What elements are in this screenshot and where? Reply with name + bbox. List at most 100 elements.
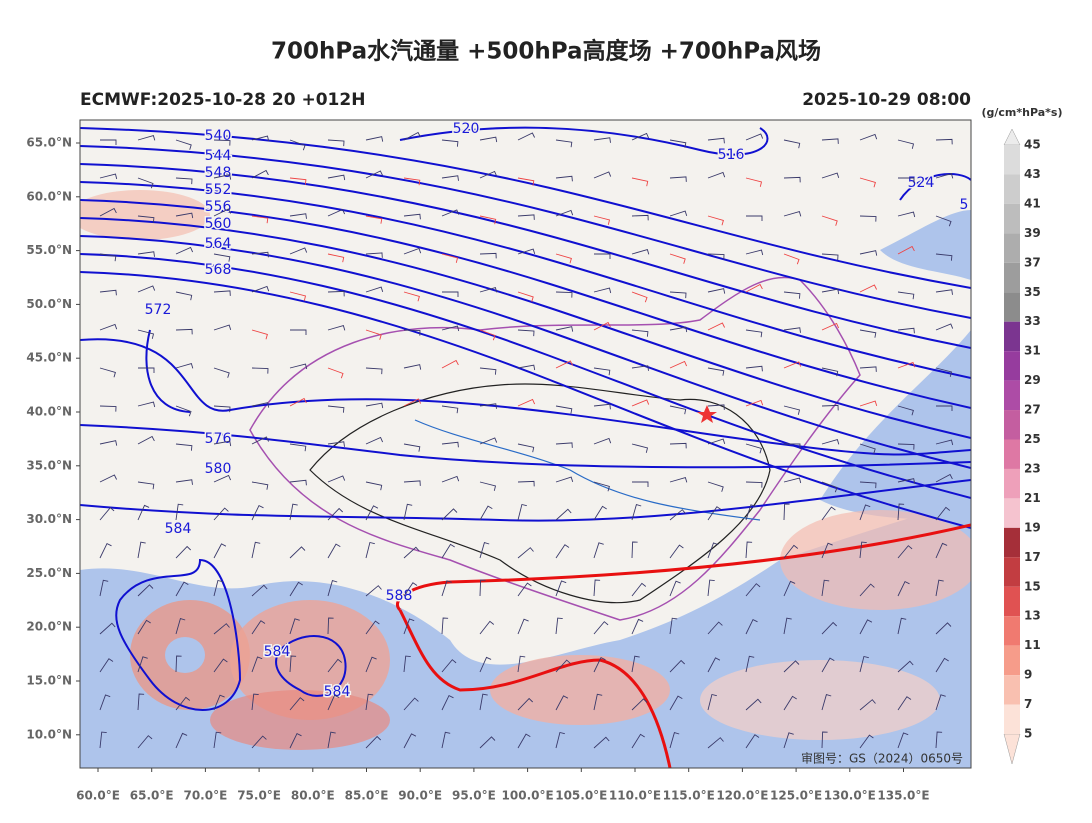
wind-barb xyxy=(251,329,268,340)
colorbar-cell xyxy=(1004,233,1020,263)
wind-barb xyxy=(441,325,460,332)
wind-barb xyxy=(821,694,832,711)
wind-barb xyxy=(213,324,232,331)
contour-label: 552 xyxy=(205,182,232,198)
wind-barb xyxy=(631,291,648,303)
colorbar-end xyxy=(1003,733,1021,765)
colorbar-cell xyxy=(1004,498,1020,528)
wind-barb xyxy=(745,698,762,711)
wind-barb xyxy=(745,443,762,454)
wind-barb xyxy=(632,481,649,487)
wind-barb xyxy=(289,397,307,407)
wind-barb xyxy=(517,132,536,141)
colorbar-label: 39 xyxy=(1024,226,1041,240)
wind-barb xyxy=(479,403,497,409)
wind-barb xyxy=(555,544,570,559)
wind-barb xyxy=(251,436,270,445)
wind-barb xyxy=(631,214,649,221)
contour-label: 576 xyxy=(205,431,232,447)
wind-barb xyxy=(821,542,833,559)
wind-barb xyxy=(327,174,346,181)
wind-barb xyxy=(517,329,535,337)
sea xyxy=(880,210,971,280)
wind-barb xyxy=(175,291,193,301)
height-contour xyxy=(80,235,971,469)
wind-barb xyxy=(555,139,573,148)
wind-barb xyxy=(821,322,840,331)
wind-barb xyxy=(897,696,912,711)
wind-barb xyxy=(707,404,725,410)
wind-barb xyxy=(783,253,800,265)
height-contour xyxy=(80,163,971,349)
wind-barb xyxy=(251,656,263,673)
colorbar-label: 29 xyxy=(1024,373,1041,387)
wind-barb xyxy=(897,545,913,559)
wind-barb xyxy=(784,443,801,449)
wind-barb xyxy=(935,473,953,483)
wind-barb xyxy=(290,329,307,335)
wind-barb xyxy=(403,443,421,452)
wind-barb xyxy=(517,503,527,521)
wind-barb xyxy=(783,477,802,484)
colorbar: 45 43 41 39 37 35 33 31 29 27 25 23 21 19 17 15 13 11 9 7 5 xyxy=(1003,128,1041,765)
wind-barb xyxy=(517,214,535,220)
wind-barb xyxy=(897,139,915,149)
colorbar-cell xyxy=(1004,645,1020,676)
wind-barb xyxy=(517,547,534,559)
colorbar-cell xyxy=(1004,586,1020,617)
colorbar-label: 35 xyxy=(1024,285,1041,299)
wind-barb xyxy=(365,286,384,293)
lon-label: 125.0°E xyxy=(770,789,822,803)
wind-barb xyxy=(100,139,117,145)
height-contour xyxy=(80,127,971,289)
wind-barb xyxy=(175,479,193,485)
wind-barb xyxy=(593,621,609,635)
wind-barb xyxy=(517,733,531,749)
wind-barb xyxy=(137,619,151,635)
wind-barb xyxy=(365,170,384,179)
lat-label: 65.0°N xyxy=(26,136,72,150)
colorbar-label: 25 xyxy=(1024,432,1041,446)
wind-barb xyxy=(365,215,383,224)
wind-barb xyxy=(821,404,839,411)
wind-barb xyxy=(517,655,526,673)
colorbar-cell xyxy=(1004,174,1020,204)
wind-barb xyxy=(137,735,153,749)
wind-barb xyxy=(631,541,638,559)
height-contour xyxy=(399,126,769,156)
lon-label: 110.0°E xyxy=(609,789,661,803)
wind-barb xyxy=(631,132,650,141)
wind-barb xyxy=(821,172,840,179)
wind-barb xyxy=(289,291,307,301)
wind-barb xyxy=(669,659,686,673)
wind-barb xyxy=(783,327,801,333)
wind-barb xyxy=(251,135,270,142)
height-contour xyxy=(275,635,347,697)
wind-barb xyxy=(783,695,797,711)
colorbar-label: 15 xyxy=(1024,579,1041,593)
lat-label: 40.0°N xyxy=(26,405,72,419)
wind-barb xyxy=(593,736,610,749)
wind-barb xyxy=(783,291,801,299)
wind-barb xyxy=(442,291,459,297)
colorbar-label: 5 xyxy=(1024,727,1032,741)
wind-barb xyxy=(745,618,758,635)
wind-barb xyxy=(669,580,681,597)
wind-barb xyxy=(555,209,574,217)
wind-barb xyxy=(175,581,189,597)
wind-barb xyxy=(631,399,650,407)
contour-label: 564 xyxy=(205,236,232,252)
height-contour xyxy=(80,145,971,319)
wind-barb xyxy=(669,210,688,217)
wind-barb xyxy=(707,137,725,144)
wind-barb xyxy=(935,506,951,521)
wind-barb xyxy=(441,405,459,414)
wind-barb xyxy=(327,507,344,521)
wind-barb xyxy=(251,402,270,408)
colorbar-cell xyxy=(1004,704,1020,734)
wind-barb xyxy=(175,655,182,673)
colorbar-label: 37 xyxy=(1024,255,1041,269)
wind-barb xyxy=(707,481,724,492)
wind-barb xyxy=(99,289,117,296)
wind-barb xyxy=(821,138,839,144)
